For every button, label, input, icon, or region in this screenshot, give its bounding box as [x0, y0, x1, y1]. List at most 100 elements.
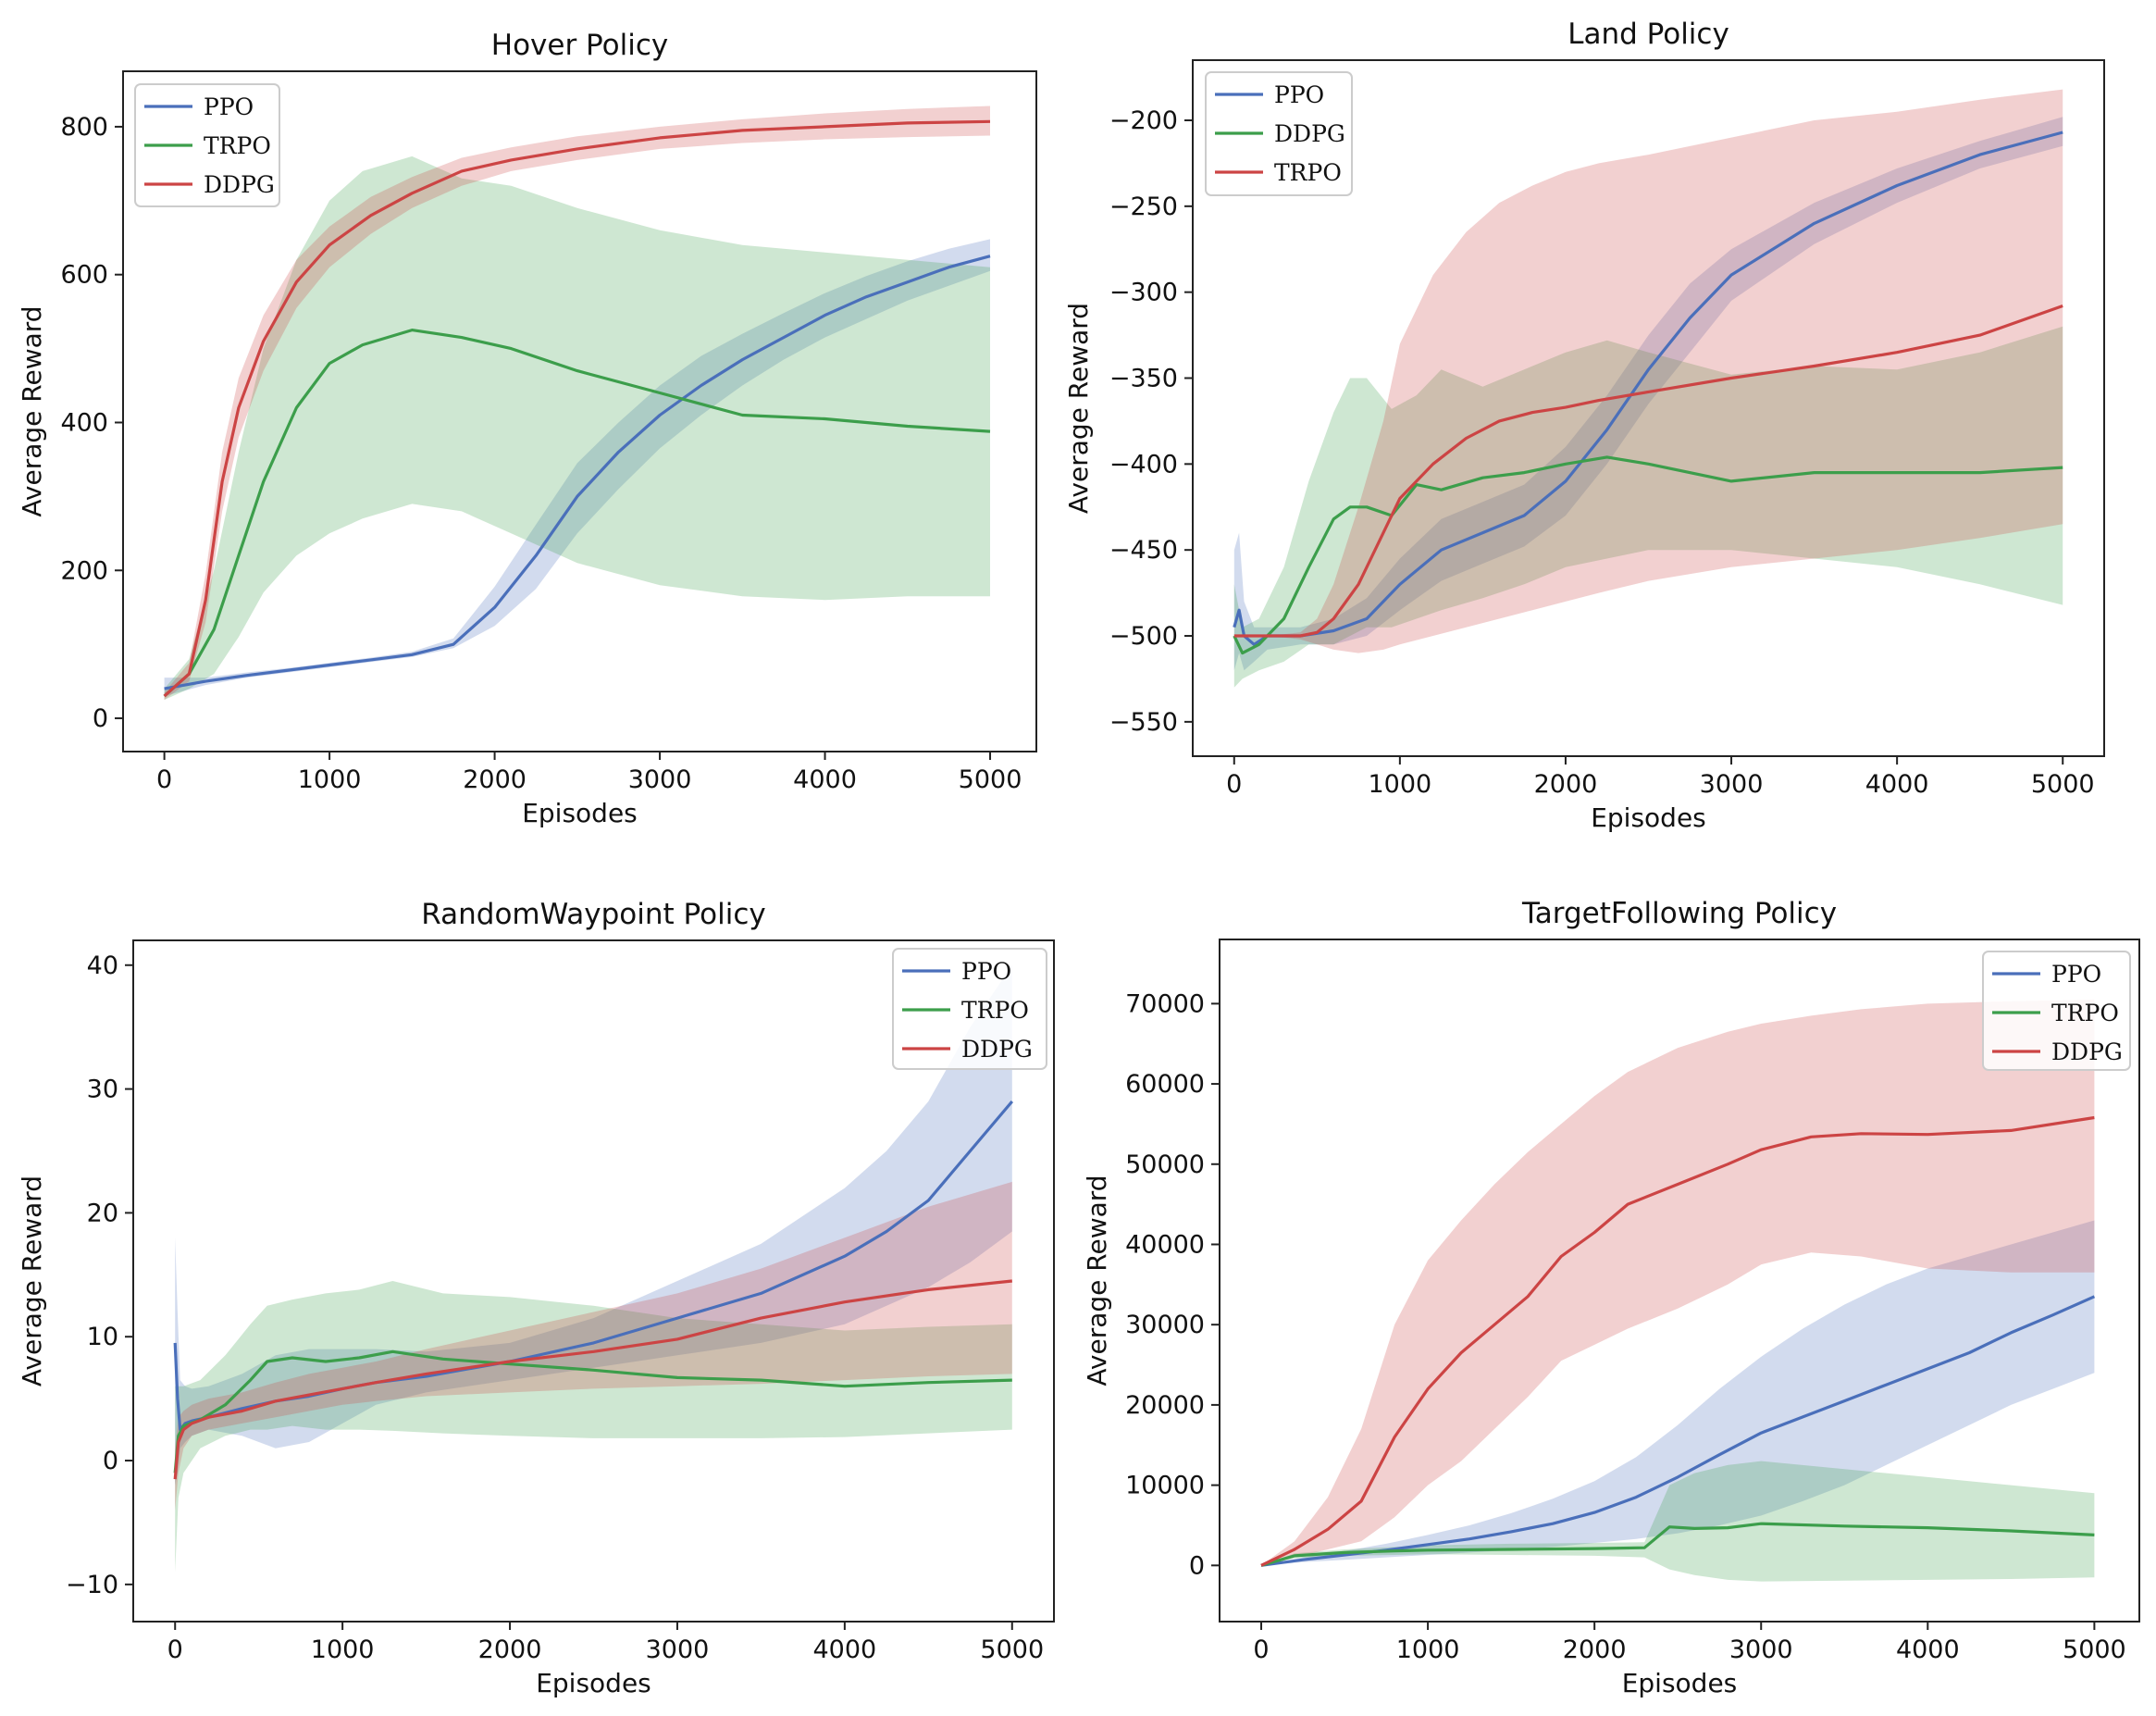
legend-label-ddpg: DDPG [2051, 1038, 2123, 1065]
legend-label-trpo: TRPO [204, 132, 271, 159]
legend: PPO TRPO DDPG [134, 83, 280, 207]
x-tick-label: 4000 [1865, 770, 1929, 799]
series-line-ppo [1260, 1295, 2096, 1567]
y-tick-label: 20000 [1125, 1391, 1205, 1420]
band-ddpg [1261, 1000, 2095, 1566]
legend-box [892, 948, 1047, 1070]
y-tick-label: 10 [87, 1323, 118, 1351]
band-ppo [1233, 117, 2063, 671]
y-tick-label: −250 [1109, 193, 1178, 221]
y-tick-label: −10 [66, 1571, 118, 1599]
x-tick-label: 3000 [1700, 770, 1764, 799]
y-tick-label: 30000 [1125, 1311, 1205, 1339]
y-tick-label: 600 [60, 261, 108, 290]
plot-area [173, 964, 1014, 1573]
plot-area [1233, 89, 2063, 688]
band-ddpg [175, 1181, 1012, 1511]
x-tick-label: 3000 [1729, 1635, 1793, 1664]
y-tick-label: 200 [60, 556, 108, 585]
x-tick-label: 1000 [298, 765, 362, 794]
legend-label-ppo: PPO [204, 93, 254, 120]
x-tick-label: 3000 [646, 1635, 710, 1664]
legend-label-ddpg: DDPG [204, 171, 275, 198]
y-tick-label: 50000 [1125, 1150, 1205, 1179]
chart-panel-1: Hover Policy 0 1000 2000 3000 4000 5000 0 200 400… [17, 29, 1037, 828]
x-tick-label: 4000 [1896, 1635, 1960, 1664]
y-tick-label: 40000 [1125, 1230, 1205, 1259]
y-axis-label: Average Reward [1082, 1175, 1112, 1386]
x-tick-label: 2000 [463, 765, 527, 794]
plot-frame [122, 70, 1037, 752]
y-tick-label: −200 [1109, 106, 1178, 135]
x-tick-label: 4000 [813, 1635, 877, 1664]
chart-panel-4: TargetFollowing Policy 0 1000 2000 3000 4000 5… [1082, 897, 2140, 1698]
series-line-ddpg [1260, 1115, 2095, 1567]
chart-title: RandomWaypoint Policy [421, 898, 765, 931]
y-tick-label: 0 [93, 704, 108, 733]
band-trpo [1261, 1461, 2095, 1582]
legend: PPO TRPO DDPG [1982, 951, 2131, 1071]
chart-panel-2: Land Policy 0 1000 2000 3000 4000 5000 −550 −500… [1063, 18, 2105, 833]
series-line-ddpg [173, 1279, 1012, 1480]
y-tick-label: 800 [60, 113, 108, 142]
plot-area [1260, 1000, 2096, 1582]
y-axis-label: Average Reward [17, 1175, 47, 1386]
plot-frame [132, 939, 1055, 1623]
x-tick-label: 0 [1226, 770, 1242, 799]
band-trpo [164, 155, 991, 701]
x-tick-label: 5000 [980, 1635, 1044, 1664]
series-line-ddpg [1233, 455, 2063, 655]
legend-label-ppo: PPO [1274, 81, 1324, 108]
y-tick-label: −500 [1109, 622, 1178, 651]
y-axis-label: Average Reward [17, 305, 47, 516]
x-axis-label: Episodes [522, 798, 638, 828]
band-ppo [164, 239, 991, 697]
y-tick-label: 0 [1189, 1551, 1205, 1580]
legend-box [1205, 71, 1353, 196]
y-tick-label: −350 [1109, 365, 1178, 393]
legend: PPO DDPG TRPO [1205, 71, 1353, 196]
y-tick-label: −400 [1109, 450, 1178, 479]
legend: PPO TRPO DDPG [892, 948, 1047, 1070]
plot-frame [1192, 59, 2105, 757]
x-tick-label: 3000 [628, 765, 692, 794]
legend-label-trpo: TRPO [1274, 159, 1342, 186]
y-tick-label: 10000 [1125, 1472, 1205, 1500]
plot-area [163, 106, 991, 701]
x-tick-label: 5000 [2031, 770, 2095, 799]
y-axis-label: Average Reward [1063, 303, 1094, 514]
x-tick-label: 1000 [1369, 770, 1432, 799]
x-tick-label: 4000 [793, 765, 857, 794]
x-tick-label: 2000 [1563, 1635, 1627, 1664]
series-line-trpo [163, 329, 991, 698]
legend-label-ppo: PPO [2051, 961, 2101, 988]
y-tick-label: 0 [103, 1447, 118, 1475]
plot-frame [1219, 939, 2140, 1623]
x-axis-label: Episodes [536, 1668, 651, 1698]
band-ppo [175, 964, 1012, 1486]
x-tick-label: 0 [167, 1635, 183, 1664]
series-line-ppo [164, 255, 991, 690]
series-line-ppo [1233, 131, 2063, 646]
y-tick-label: 70000 [1125, 989, 1205, 1018]
y-tick-label: −300 [1109, 279, 1178, 307]
x-axis-label: Episodes [1591, 802, 1706, 833]
chart-title: Hover Policy [491, 29, 668, 62]
legend-label-ddpg: DDPG [961, 1036, 1033, 1063]
legend-label-trpo: TRPO [961, 997, 1029, 1024]
band-ppo [1261, 1220, 2095, 1566]
x-tick-label: 2000 [478, 1635, 542, 1664]
x-tick-label: 0 [156, 765, 172, 794]
legend-label-trpo: TRPO [2051, 1000, 2119, 1026]
x-tick-label: 5000 [2063, 1635, 2126, 1664]
legend-label-ddpg: DDPG [1274, 120, 1345, 147]
series-line-ddpg [163, 119, 991, 698]
x-tick-label: 1000 [1396, 1635, 1460, 1664]
y-tick-label: −450 [1109, 536, 1178, 565]
y-tick-label: 20 [87, 1199, 118, 1227]
chart-panel-3: RandomWaypoint Policy 0 1000 2000 3000 4000 50… [17, 898, 1055, 1698]
chart-title: TargetFollowing Policy [1521, 897, 1837, 930]
series-line-trpo [1233, 304, 2063, 638]
y-tick-label: 400 [60, 408, 108, 437]
